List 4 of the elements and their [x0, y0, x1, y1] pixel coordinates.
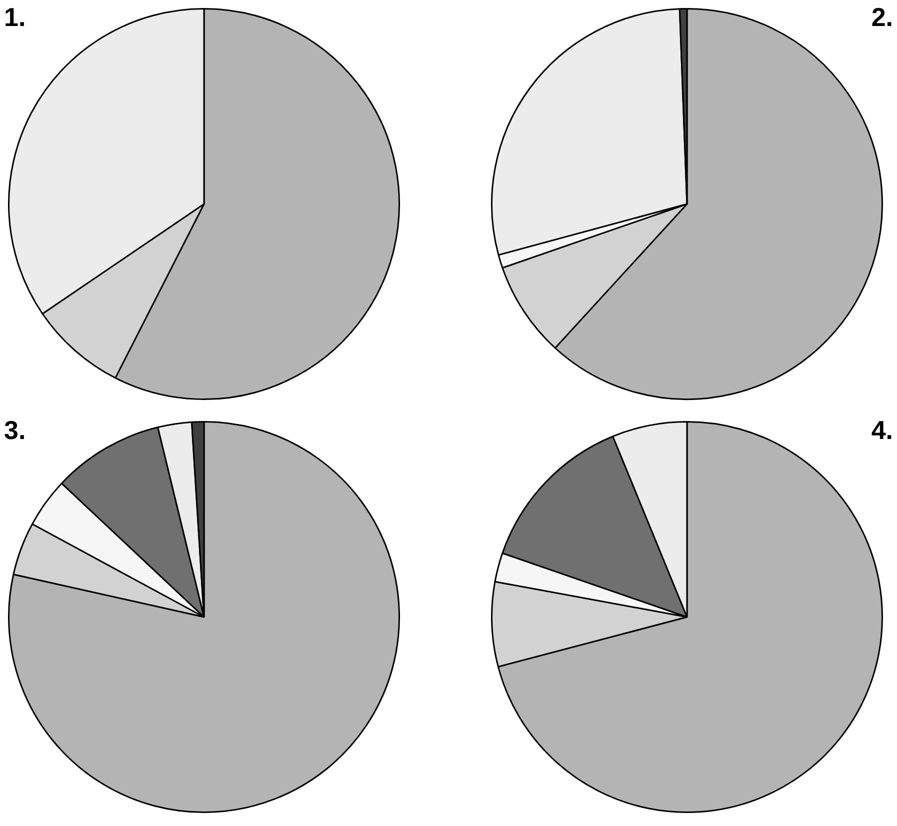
chart-title: 2.	[871, 2, 893, 33]
chart-title: 3.	[4, 415, 26, 446]
chart-title: 1.	[4, 2, 26, 33]
chart-title: 4.	[871, 415, 893, 446]
